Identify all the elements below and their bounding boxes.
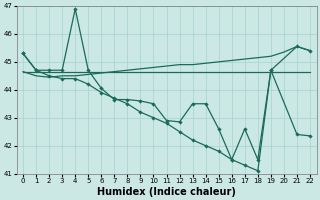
X-axis label: Humidex (Indice chaleur): Humidex (Indice chaleur) (97, 187, 236, 197)
